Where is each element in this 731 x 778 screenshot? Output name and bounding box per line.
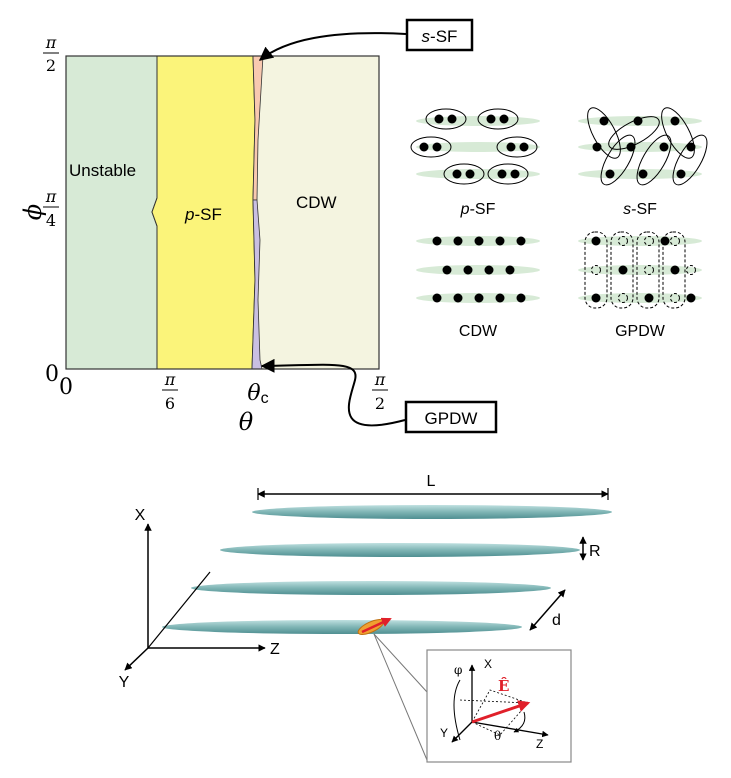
geometry-diagram: L R d X Z Y X Z Y bbox=[119, 473, 612, 763]
tube-1 bbox=[252, 505, 612, 519]
axis-z-label: Z bbox=[270, 641, 280, 658]
inset-phi-label: φ bbox=[454, 663, 462, 677]
schematics: p-SF s-SF bbox=[410, 107, 708, 340]
field-vector bbox=[471, 700, 531, 724]
zoom-line-1 bbox=[373, 633, 428, 693]
y-tick-zero: 0 bbox=[45, 362, 59, 387]
schematic-label-cdw: CDW bbox=[459, 323, 498, 340]
schematic-label-gpdw: GPDW bbox=[615, 323, 666, 340]
x-tick-theta-c: θc bbox=[247, 381, 268, 407]
schematic-p-sf: p-SF bbox=[410, 108, 540, 218]
inset-y-label: Y bbox=[440, 726, 448, 740]
schematic-gpdw: GPDW bbox=[578, 231, 702, 340]
callout-arrow-gpdw bbox=[260, 358, 406, 427]
axis-y-label: Y bbox=[119, 674, 130, 691]
axis-y bbox=[124, 647, 149, 671]
x-tick-pi6-num: π bbox=[164, 370, 176, 389]
spacing-label: d bbox=[552, 612, 561, 629]
phase-diagram: Unstable p-SF CDW π 2 π 4 0 ϕ 0 π 6 θc π… bbox=[19, 18, 498, 436]
inset-theta-label: θ bbox=[494, 729, 501, 743]
y-axis-ticks: π 2 π 4 0 bbox=[43, 33, 59, 387]
callout-box-gpdw bbox=[404, 400, 498, 434]
callout-box-s-sf bbox=[405, 18, 474, 52]
callout-s-sf: s-SF bbox=[422, 27, 458, 46]
axis-y-back bbox=[147, 571, 211, 649]
region-unstable bbox=[65, 55, 158, 370]
tube-3 bbox=[191, 581, 551, 595]
inset-frame bbox=[426, 649, 572, 763]
callout-arrow-s-sf bbox=[258, 32, 407, 61]
region-gpdw bbox=[251, 199, 263, 370]
inset-x-label: X bbox=[484, 657, 492, 671]
inset: X Z Y φ θ Ê bbox=[426, 649, 572, 763]
axis-x-label: X bbox=[135, 507, 146, 524]
x-tick-pi2-num: π bbox=[374, 370, 386, 389]
spacing-arrow bbox=[529, 589, 566, 631]
x-tick-zero: 0 bbox=[59, 375, 73, 400]
x-tick-pi2-den: 2 bbox=[375, 394, 385, 413]
inset-axis-y bbox=[451, 721, 473, 743]
y-tick-pi4-den: 4 bbox=[46, 211, 56, 230]
x-axis-ticks: 0 π 6 θc π 2 bbox=[59, 370, 388, 413]
callout-gpdw: GPDW bbox=[425, 409, 478, 428]
region-s-sf bbox=[252, 55, 264, 201]
y-tick-pi2-den: 2 bbox=[46, 56, 56, 75]
tube-2 bbox=[220, 543, 580, 557]
plot-frame bbox=[65, 55, 380, 370]
schematic-label-p-sf: p-SF bbox=[460, 201, 496, 218]
x-tick-pi6-den: 6 bbox=[165, 394, 175, 413]
y-tick-pi4-num: π bbox=[45, 187, 57, 206]
inset-arc-phi bbox=[453, 679, 461, 741]
schematic-label-s-sf: s-SF bbox=[623, 201, 657, 218]
tube-4 bbox=[162, 620, 522, 634]
dipole-arrow bbox=[361, 617, 392, 634]
inset-arc-theta bbox=[513, 711, 526, 733]
y-tick-pi2-num: π bbox=[45, 33, 57, 52]
x-axis-label: θ bbox=[239, 408, 254, 436]
y-axis-label: ϕ bbox=[19, 204, 47, 220]
label-p-sf: p-SF bbox=[184, 205, 222, 224]
radius-label: R bbox=[589, 543, 601, 560]
label-unstable: Unstable bbox=[69, 161, 136, 180]
schematic-s-sf: s-SF bbox=[578, 107, 708, 218]
schematic-cdw: CDW bbox=[416, 236, 540, 340]
inset-field-label: Ê bbox=[498, 677, 509, 695]
length-label: L bbox=[427, 473, 436, 490]
zoom-line-2 bbox=[373, 633, 428, 761]
inset-axis-z bbox=[471, 721, 549, 738]
inset-z-label: Z bbox=[536, 737, 543, 751]
label-cdw: CDW bbox=[296, 193, 337, 212]
